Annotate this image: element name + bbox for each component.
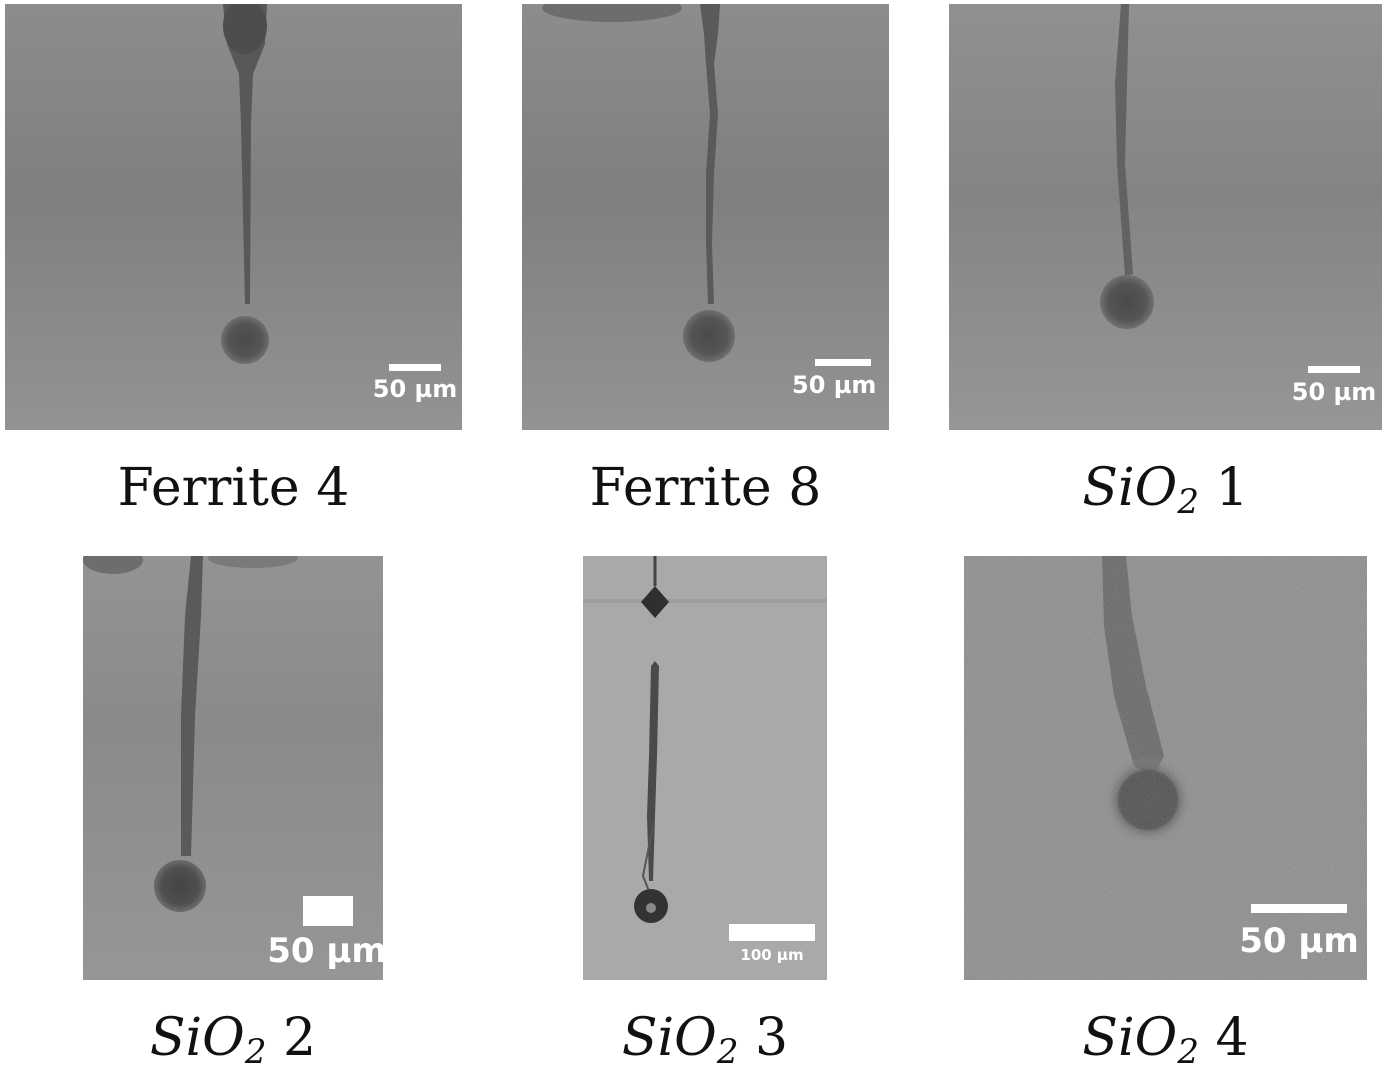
- scale-bar-label: 50 µm: [1292, 378, 1376, 406]
- scale-bar-label: 50 µm: [267, 931, 383, 971]
- scale-bar-label: 50 µm: [792, 371, 876, 399]
- scale-bar-label: 100 µm: [740, 946, 803, 964]
- micrograph-sio2-1: 50 µm: [949, 4, 1382, 430]
- scale-bar-label: 50 µm: [1239, 921, 1359, 961]
- micrograph-sio2-4: 50 µm: [964, 556, 1367, 980]
- micrograph-sio2-2: 50 µm: [83, 556, 383, 980]
- micrograph-sio2-3: 100 µm: [583, 556, 827, 980]
- scale-bar-label: 50 µm: [373, 375, 457, 403]
- caption-ferrite-4: Ferrite 4: [117, 458, 350, 518]
- caption-sio2-4: SiO2 4: [1082, 1008, 1249, 1072]
- micrograph-ferrite-8: 50 µm: [522, 4, 889, 430]
- caption-ferrite-8: Ferrite 8: [589, 458, 822, 518]
- caption-sio2-1: SiO2 1: [1082, 458, 1249, 522]
- caption-sio2-2: SiO2 2: [149, 1008, 317, 1072]
- caption-sio2-3: SiO2 3: [621, 1008, 789, 1072]
- micrograph-ferrite-4: 50 µm: [5, 4, 462, 430]
